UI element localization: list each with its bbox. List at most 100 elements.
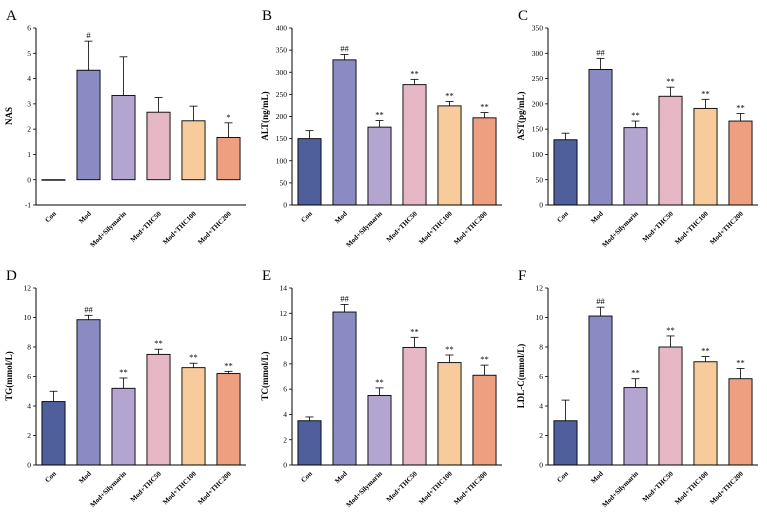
y-tick-label-d: 12	[24, 284, 32, 293]
x-tick-label-b: Mod+THC100	[417, 209, 454, 246]
y-axis-label-e: TC(mmol/L)	[260, 352, 270, 401]
y-tick-label-f: 4	[539, 402, 543, 411]
x-tick-label-a: Mod+THC200	[196, 209, 233, 246]
bar-f	[658, 346, 683, 466]
significance-mark-f: **	[631, 368, 640, 378]
significance-mark-b: **	[375, 109, 384, 119]
x-tick-label-c: Mod+THC100	[673, 209, 710, 246]
y-axis-label-d: TG(mmol/L)	[4, 351, 14, 401]
bar-b	[437, 105, 462, 206]
bar-b	[332, 59, 357, 206]
significance-mark-f: **	[736, 357, 745, 367]
panel-label-e: E	[262, 268, 271, 284]
y-tick-label-c: 100	[532, 150, 544, 159]
x-tick-label-c: Con	[555, 210, 570, 225]
panel-label-b: B	[262, 8, 272, 24]
x-tick-label-a: Mod+Silymarin	[89, 210, 128, 249]
bar-b	[367, 126, 392, 206]
bar-f	[693, 361, 718, 466]
y-tick-label-c: 250	[532, 74, 544, 83]
y-tick-label-b: 250	[276, 90, 288, 99]
x-tick-label-f: Con	[555, 470, 570, 485]
significance-mark-c: ##	[596, 47, 605, 57]
y-tick-label-d: 0	[27, 461, 31, 470]
bar-a	[76, 69, 101, 181]
significance-mark-a: *	[226, 112, 230, 122]
panel-label-f: F	[518, 268, 526, 284]
x-tick-label-e: Mod	[333, 470, 349, 486]
y-tick-label-e: 12	[280, 309, 288, 318]
bar-a	[146, 111, 171, 181]
significance-mark-b: **	[445, 90, 454, 100]
x-tick-label-f: Mod+Silymarin	[601, 470, 640, 509]
y-tick-label-e: 4	[283, 410, 287, 419]
x-tick-label-e: Mod+THC200	[452, 469, 489, 506]
x-tick-label-a: Mod+THC50	[129, 209, 163, 243]
panel-b: B ALT(ng/mL) 0 50 100 150 200 250 300 350 400 Con…	[260, 8, 502, 249]
significance-mark-c: **	[631, 110, 640, 120]
significance-mark-e: **	[410, 326, 419, 336]
y-tick-label-f: 2	[539, 431, 543, 440]
significance-mark-e: **	[480, 354, 489, 364]
bar-c	[588, 69, 613, 206]
y-tick-label-d: 4	[27, 402, 31, 411]
bar-d	[216, 373, 241, 466]
significance-mark-d: ##	[84, 304, 93, 314]
bar-d	[181, 367, 206, 466]
bar-d	[41, 401, 66, 466]
bar-d	[111, 387, 136, 466]
x-tick-label-c: Mod+Silymarin	[601, 210, 640, 249]
y-tick-label-a: 4	[27, 74, 31, 83]
y-tick-label-c: 150	[532, 125, 544, 134]
bar-b	[402, 84, 427, 206]
y-tick-label-e: 8	[283, 359, 287, 368]
x-tick-label-e: Mod+THC100	[417, 469, 454, 506]
x-tick-label-c: Mod+THC50	[641, 209, 675, 243]
y-tick-label-b: 0	[283, 201, 287, 210]
y-tick-label-a: 6	[27, 24, 31, 33]
bar-a	[41, 179, 66, 181]
y-tick-label-c: 0	[539, 201, 543, 210]
y-tick-label-a: -1	[25, 201, 31, 210]
x-tick-label-b: Mod+THC200	[452, 209, 489, 246]
y-tick-label-c: 350	[532, 24, 544, 33]
significance-mark-f: **	[701, 346, 710, 356]
x-tick-label-c: Mod	[589, 210, 605, 226]
x-tick-label-d: Mod+Silymarin	[89, 470, 128, 509]
significance-mark-c: **	[666, 76, 675, 86]
x-tick-label-a: Mod+THC100	[161, 209, 198, 246]
x-tick-label-a: Con	[43, 210, 58, 225]
y-tick-label-f: 0	[539, 461, 543, 470]
x-tick-label-d: Mod	[77, 470, 93, 486]
y-tick-label-b: 200	[276, 112, 288, 121]
x-tick-label-a: Mod	[77, 210, 93, 226]
x-tick-label-b: Mod+Silymarin	[345, 210, 384, 249]
y-tick-label-a: 5	[27, 49, 31, 58]
y-tick-label-c: 200	[532, 99, 544, 108]
bar-e	[437, 362, 462, 466]
significance-mark-d: **	[189, 352, 198, 362]
significance-mark-d: **	[224, 360, 233, 370]
y-tick-label-f: 8	[539, 343, 543, 352]
x-tick-label-d: Mod+THC200	[196, 469, 233, 506]
panel-e: E TC(mmol/L) 0 2 4 6 8 10 12 14 Con ## Mod ** Mod+Si…	[260, 268, 502, 509]
y-tick-label-d: 8	[27, 343, 31, 352]
y-tick-label-b: 100	[276, 156, 288, 165]
y-tick-label-b: 350	[276, 46, 288, 55]
bar-e	[297, 420, 322, 466]
bar-c	[728, 120, 753, 206]
x-tick-label-d: Mod+THC50	[129, 469, 163, 503]
y-tick-label-e: 2	[283, 435, 287, 444]
y-tick-label-e: 6	[283, 385, 287, 394]
bar-c	[658, 95, 683, 206]
bar-d	[146, 353, 171, 466]
y-tick-label-a: 3	[27, 99, 31, 108]
y-tick-label-b: 300	[276, 68, 288, 77]
y-axis-label-c: AST(pg/mL)	[516, 91, 526, 140]
y-tick-label-c: 50	[536, 175, 544, 184]
bar-c	[553, 139, 578, 206]
bar-c	[693, 107, 718, 206]
significance-mark-e: **	[375, 377, 384, 387]
y-tick-label-b: 400	[276, 24, 288, 33]
